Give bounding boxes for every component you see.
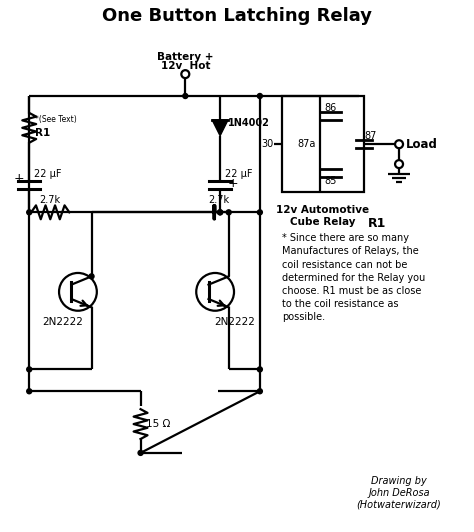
Text: 87a: 87a bbox=[297, 139, 316, 149]
Text: +: + bbox=[228, 177, 238, 190]
Text: 12v  Hot: 12v Hot bbox=[161, 61, 210, 71]
Circle shape bbox=[183, 94, 188, 98]
Circle shape bbox=[226, 210, 231, 215]
Text: 1N4002: 1N4002 bbox=[228, 118, 270, 128]
Text: 2N2222: 2N2222 bbox=[43, 317, 83, 327]
Bar bbox=[282, 96, 364, 193]
Text: 15 Ω: 15 Ω bbox=[146, 419, 170, 429]
Text: R1: R1 bbox=[368, 217, 386, 230]
Circle shape bbox=[27, 389, 32, 394]
Text: 85: 85 bbox=[325, 176, 337, 186]
Circle shape bbox=[138, 451, 143, 455]
Circle shape bbox=[257, 367, 262, 372]
Text: Load: Load bbox=[406, 138, 438, 151]
Text: 87: 87 bbox=[364, 131, 376, 142]
Circle shape bbox=[257, 94, 262, 98]
Text: R1: R1 bbox=[35, 128, 50, 138]
Circle shape bbox=[257, 210, 262, 215]
Circle shape bbox=[218, 210, 223, 215]
Text: Battery +: Battery + bbox=[157, 52, 214, 62]
Text: *(See Text): *(See Text) bbox=[35, 115, 77, 124]
Text: 22 μF: 22 μF bbox=[225, 169, 253, 179]
Text: Cube Relay: Cube Relay bbox=[290, 217, 356, 227]
Polygon shape bbox=[212, 120, 228, 136]
Text: One Button Latching Relay: One Button Latching Relay bbox=[102, 7, 372, 26]
Circle shape bbox=[27, 210, 32, 215]
Text: 2.7k: 2.7k bbox=[40, 195, 61, 205]
Circle shape bbox=[27, 367, 32, 372]
Text: 2.7k: 2.7k bbox=[209, 195, 230, 205]
Text: 2N2222: 2N2222 bbox=[215, 317, 255, 327]
Circle shape bbox=[257, 389, 262, 394]
Text: +: + bbox=[14, 172, 25, 185]
Text: 30: 30 bbox=[262, 139, 274, 149]
Circle shape bbox=[89, 274, 94, 279]
Text: 22 μF: 22 μF bbox=[34, 169, 62, 179]
Text: * Since there are so many
Manufactures of Relays, the
coil resistance can not be: * Since there are so many Manufactures o… bbox=[282, 233, 425, 322]
Text: 12v Automotive: 12v Automotive bbox=[276, 205, 370, 215]
Circle shape bbox=[218, 210, 223, 215]
Text: 86: 86 bbox=[325, 103, 337, 113]
Text: Drawing by
John DeRosa
(Hotwaterwizard): Drawing by John DeRosa (Hotwaterwizard) bbox=[356, 476, 441, 509]
